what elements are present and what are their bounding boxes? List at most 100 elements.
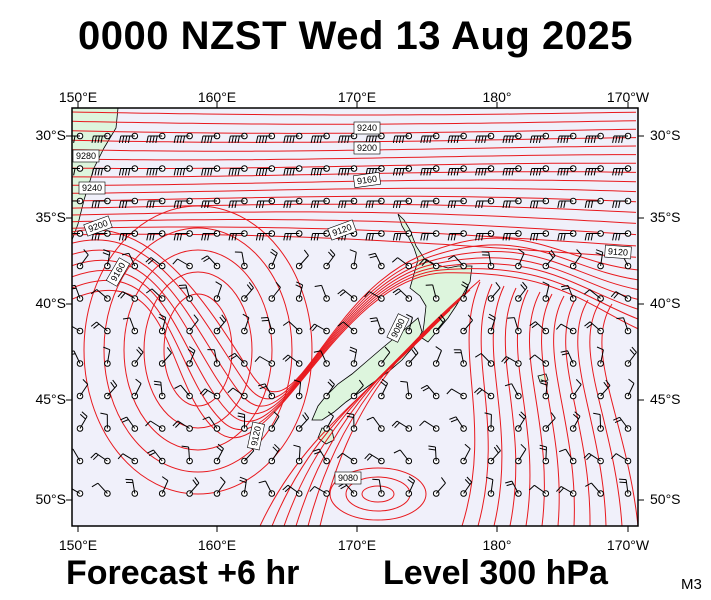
wind-barb [529, 321, 550, 335]
wind-barb [201, 230, 221, 241]
contour-label: 9120 [247, 421, 265, 451]
lat-tick-right: 45°S [650, 391, 681, 407]
wind-barb [202, 416, 221, 432]
wind-barb [337, 289, 358, 302]
wind-barb [405, 313, 413, 335]
wind-barbs [72, 132, 637, 497]
lon-tick-top: 170°E [338, 89, 376, 105]
wind-barb [474, 387, 495, 400]
wind-barb [255, 230, 276, 241]
wind-barb [447, 132, 467, 143]
wind-barb [475, 165, 495, 176]
contour-line [72, 257, 638, 415]
contour-line [72, 195, 637, 203]
wind-barb [529, 132, 550, 143]
contour-label: 9240 [78, 181, 106, 195]
wind-barb [283, 230, 303, 241]
stewart-island [317, 427, 335, 445]
contour-line [461, 281, 481, 526]
wind-barb [597, 379, 611, 400]
wind-barb [542, 412, 556, 432]
wind-barb [173, 165, 193, 176]
wind-barb [72, 197, 84, 205]
wind-barb [309, 485, 330, 497]
contour-line [72, 171, 637, 178]
wind-barb [569, 411, 581, 432]
lon-tick-top: 170°W [607, 89, 650, 105]
wind-barb [616, 317, 632, 335]
wind-barb [460, 476, 473, 497]
wind-barb [295, 412, 310, 432]
wind-barb [542, 281, 550, 302]
wind-barb [201, 132, 221, 143]
wind-barb [338, 165, 358, 176]
lon-tick-bottom: 160°E [198, 537, 236, 553]
wind-barb [117, 291, 139, 302]
wind-barb [100, 412, 111, 432]
wind-barb [504, 383, 522, 400]
wind-barb [118, 132, 139, 143]
wind-barb [502, 197, 522, 208]
wind-barb [199, 388, 221, 400]
wind-barb [420, 197, 440, 208]
wind-barb [72, 230, 84, 237]
contour-line [259, 329, 431, 526]
wind-barb [186, 346, 196, 367]
contour-label: 9280 [72, 149, 100, 163]
wind-barb [255, 165, 276, 176]
tick-marks [66, 102, 644, 532]
wind-barb [453, 349, 467, 367]
contour-line [361, 485, 395, 503]
wind-barb [556, 485, 577, 497]
wind-barb [487, 281, 501, 302]
wind-barb [338, 197, 358, 208]
wind-barb [446, 388, 467, 400]
lat-tick-right: 35°S [650, 209, 681, 225]
wind-barb [120, 416, 139, 432]
wind-barb [121, 252, 139, 270]
wind-barb [268, 443, 280, 465]
wind-barb [557, 132, 577, 143]
wind-barb [486, 476, 495, 497]
wind-barb [228, 230, 248, 241]
wind-barb [125, 478, 139, 497]
contour-line [589, 301, 623, 526]
wind-barb [557, 165, 577, 176]
wind-barb [145, 420, 166, 432]
wind-barb [364, 291, 385, 302]
wind-barb [584, 230, 604, 241]
wind-barb [213, 281, 223, 302]
contour-line [72, 111, 637, 116]
contour-line [103, 227, 293, 473]
wind-barb [312, 448, 330, 465]
wind-barb [282, 484, 303, 497]
wind-barb [610, 453, 632, 465]
wind-barb [260, 317, 276, 335]
wind-barb [103, 346, 111, 367]
wind-barb [72, 488, 84, 497]
contour-line [72, 263, 638, 422]
wind-barb [117, 453, 139, 465]
wind-barb [428, 445, 440, 465]
contour-line [516, 289, 531, 526]
wind-barb [237, 412, 248, 432]
wind-barb [118, 230, 139, 241]
wind-barb [593, 412, 604, 432]
wind-barb [515, 281, 528, 302]
contour-line [577, 299, 607, 526]
wind-barb [425, 284, 440, 302]
wind-barb [400, 380, 413, 400]
wind-barb [146, 449, 166, 465]
wind-barb [561, 285, 577, 302]
wind-barb [557, 197, 577, 208]
wind-barb [323, 411, 334, 432]
wind-barb [72, 284, 84, 302]
contour-line [123, 249, 273, 451]
wind-barb [293, 444, 303, 465]
wind-barb [612, 230, 632, 241]
lon-tick-bottom: 150°E [59, 537, 97, 553]
wind-barb [239, 476, 248, 497]
wind-barb [283, 165, 303, 176]
wind-barb [447, 197, 467, 208]
wind-barb [76, 411, 88, 432]
